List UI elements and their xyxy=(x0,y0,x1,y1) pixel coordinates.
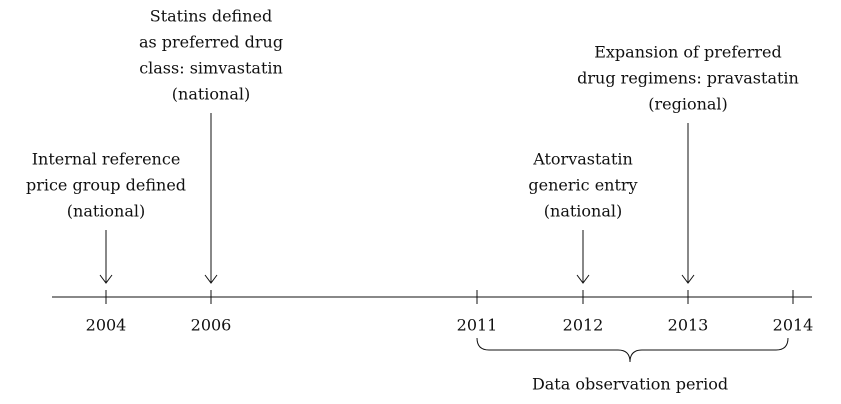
event-label: Internal reference xyxy=(32,150,181,169)
period-label: Data observation period xyxy=(532,375,728,394)
event-label: class: simvastatin xyxy=(139,59,283,78)
event-label: drug regimens: pravastatin xyxy=(577,69,799,88)
arrow-head xyxy=(681,274,695,284)
event-label: (national) xyxy=(172,85,250,104)
tick-label: 2011 xyxy=(457,316,498,335)
event-label: generic entry xyxy=(528,176,637,195)
event-label: Atorvastatin xyxy=(532,150,633,169)
tick-label: 2006 xyxy=(191,316,232,335)
tick-label: 2013 xyxy=(668,316,709,335)
event-label: (regional) xyxy=(648,95,728,114)
period-brace xyxy=(476,337,789,363)
arrow-head xyxy=(99,274,113,284)
tick-label: 2012 xyxy=(563,316,604,335)
tick-label: 2004 xyxy=(86,316,127,335)
event-label: as preferred drug xyxy=(139,33,283,52)
event-label: (national) xyxy=(544,202,622,221)
event-label: (national) xyxy=(67,202,145,221)
tick-label: 2014 xyxy=(773,316,814,335)
arrow-head xyxy=(576,274,590,284)
arrow-head xyxy=(204,274,218,284)
event-label: price group defined xyxy=(26,176,186,195)
event-label: Statins defined xyxy=(150,7,272,26)
event-label: Expansion of preferred xyxy=(594,43,782,62)
